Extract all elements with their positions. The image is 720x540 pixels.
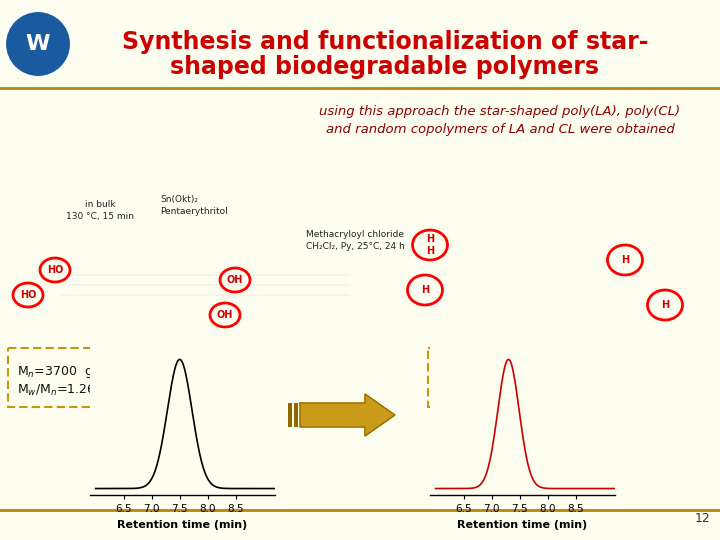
Text: M$_w$/M$_n$=1.26: M$_w$/M$_n$=1.26 [17,383,95,398]
Text: M$_n$=3700  g/mol: M$_n$=3700 g/mol [17,363,120,380]
Text: Methacryloyl chloride
CH₂Cl₂, Py, 25°C, 24 h: Methacryloyl chloride CH₂Cl₂, Py, 25°C, … [305,230,405,251]
Circle shape [5,11,71,77]
Text: Synthesis and functionalization of star-: Synthesis and functionalization of star- [122,30,648,54]
Bar [294,403,298,427]
Text: HO: HO [47,265,63,275]
Text: OH: OH [227,275,243,285]
Text: M$_w$/M$_n$=1.18: M$_w$/M$_n$=1.18 [437,383,516,398]
Text: in bulk
130 °C, 15 min: in bulk 130 °C, 15 min [66,200,134,221]
Text: H: H [421,285,429,295]
Text: shaped biodegradable polymers: shaped biodegradable polymers [171,55,600,79]
Text: H: H [621,255,629,265]
Text: W: W [26,34,50,54]
Text: 12: 12 [694,512,710,525]
Polygon shape [300,394,395,436]
X-axis label: Retention time (min): Retention time (min) [117,519,248,530]
Text: Sn(Okt)₂
Pentaerythritol: Sn(Okt)₂ Pentaerythritol [160,195,228,216]
Text: using this approach the star-shaped poly(LA), poly(CL)
and random copolymers of : using this approach the star-shaped poly… [320,105,680,136]
Text: OH: OH [217,310,233,320]
X-axis label: Retention time (min): Retention time (min) [457,519,588,530]
Text: H: H [661,300,669,310]
Bar [288,403,292,427]
Text: H
H: H H [426,234,434,256]
Text: HO: HO [20,290,36,300]
Text: M$_n$=4100  g/mol: M$_n$=4100 g/mol [437,363,540,380]
